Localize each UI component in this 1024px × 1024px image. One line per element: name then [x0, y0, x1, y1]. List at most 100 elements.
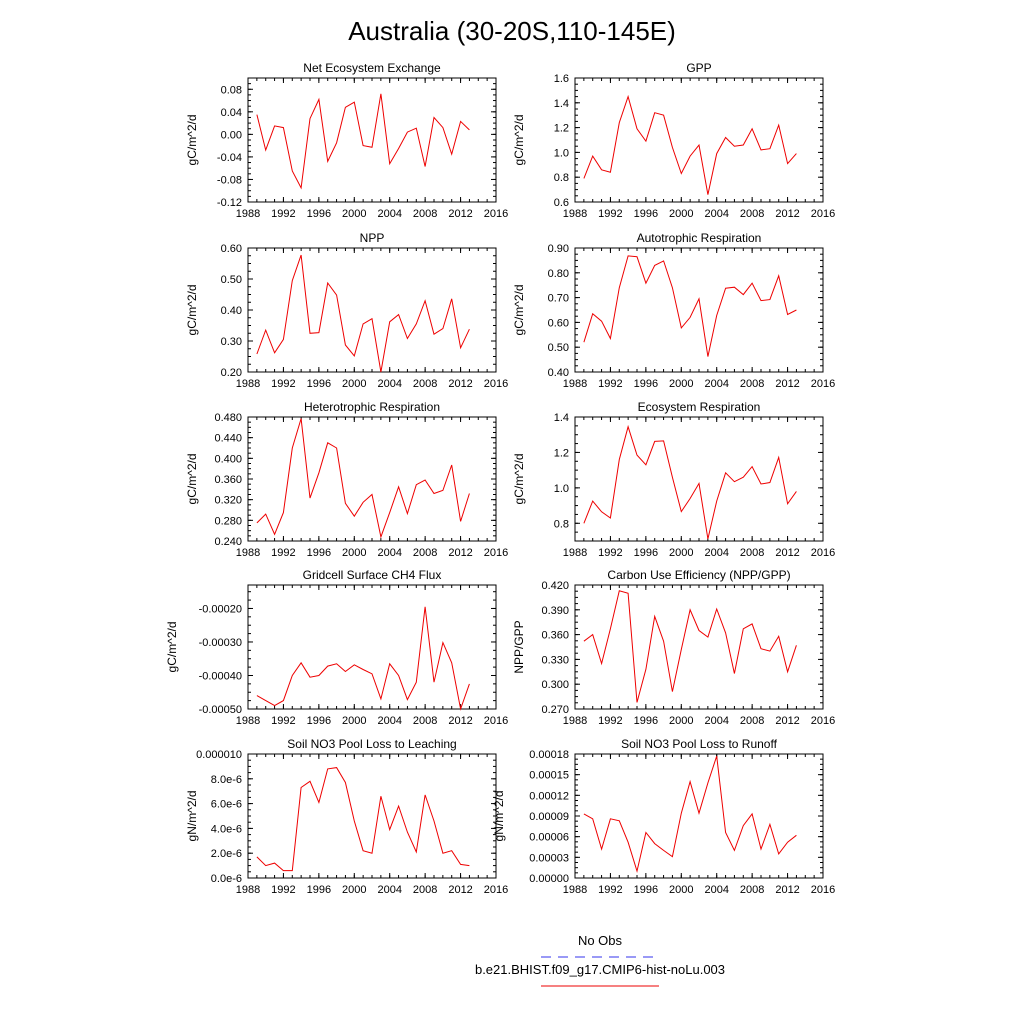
y-tick-label: 0.400	[214, 453, 242, 465]
x-tick-label: 2000	[669, 884, 693, 896]
y-axis-label: NPP/GPP	[512, 620, 526, 673]
plot-frame	[574, 77, 824, 203]
x-tick-label: 1996	[307, 547, 331, 559]
x-tick-label: 1996	[307, 884, 331, 896]
x-tick-label: 1988	[236, 884, 260, 896]
y-tick-label: -0.12	[217, 197, 242, 209]
x-tick-label: 1996	[307, 208, 331, 220]
x-tick-label: 2012	[448, 884, 472, 896]
figure-title: Australia (30-20S,110-145E)	[348, 16, 676, 46]
y-tick-label: 0.440	[214, 433, 242, 445]
panel-title: GPP	[686, 61, 711, 75]
y-tick-label: 0.320	[214, 495, 242, 507]
y-tick-label: 6.0e-6	[211, 799, 242, 811]
y-tick-label: 0.70	[548, 293, 569, 305]
x-tick-label: 2016	[811, 715, 835, 727]
x-tick-label: 2008	[413, 378, 437, 390]
y-tick-label: 1.4	[554, 412, 569, 424]
y-tick-label: 0.50	[548, 342, 569, 354]
series-line-0	[256, 254, 470, 373]
x-tick-label: 2000	[669, 378, 693, 390]
series-line-0	[256, 767, 470, 872]
y-tick-label: 0.000010	[196, 749, 242, 761]
legend: No Obs b.e21.BHIST.f09_g17.CMIP6-hist-no…	[475, 933, 725, 987]
x-tick-label: 2008	[740, 378, 764, 390]
series-line-0	[256, 418, 470, 539]
x-tick-label: 1992	[271, 547, 295, 559]
x-tick-label: 2008	[413, 208, 437, 220]
y-tick-label: 0.90	[548, 243, 569, 255]
x-tick-label: 1996	[307, 378, 331, 390]
legend-label-obs: No Obs	[578, 933, 623, 948]
x-tick-label: 2000	[342, 884, 366, 896]
x-tick-label: 2000	[669, 208, 693, 220]
x-tick-label: 2016	[484, 884, 508, 896]
series-line-0	[256, 93, 470, 190]
y-axis-label: gC/m^2/d	[512, 454, 526, 505]
y-tick-label: -0.00020	[199, 603, 242, 615]
y-tick-label: 0.330	[541, 654, 569, 666]
plot-frame	[574, 247, 824, 373]
chart-panel-8: Soil NO3 Pool Loss to Leaching 0.0e-6 2.0e…	[185, 737, 508, 896]
panel-title: Heterotrophic Respiration	[304, 400, 440, 414]
x-tick-label: 2012	[775, 884, 799, 896]
series-line-0	[583, 94, 797, 195]
legend-label-model: b.e21.BHIST.f09_g17.CMIP6-hist-noLu.003	[475, 962, 725, 977]
x-tick-label: 2016	[811, 884, 835, 896]
x-tick-label: 2008	[740, 547, 764, 559]
plot-frame	[247, 247, 497, 373]
y-axis-label: gC/m^2/d	[185, 285, 199, 336]
chart-panel-6: Gridcell Surface CH4 Flux -0.00050 -0.0004…	[165, 568, 508, 727]
y-tick-label: -0.00040	[199, 670, 242, 682]
y-axis-label: gC/m^2/d	[185, 454, 199, 505]
x-tick-label: 2012	[775, 715, 799, 727]
y-tick-label: 0.280	[214, 515, 242, 527]
x-tick-label: 1992	[598, 378, 622, 390]
x-tick-label: 2008	[413, 547, 437, 559]
x-tick-label: 1988	[563, 884, 587, 896]
x-tick-label: 2000	[342, 547, 366, 559]
y-tick-label: 0.0e-6	[211, 873, 242, 885]
x-tick-label: 2016	[484, 715, 508, 727]
x-tick-label: 1992	[598, 884, 622, 896]
x-tick-label: 1992	[271, 208, 295, 220]
y-tick-label: 0.30	[221, 336, 242, 348]
x-tick-label: 2000	[342, 378, 366, 390]
y-axis-label: gC/m^2/d	[512, 115, 526, 166]
y-tick-label: 0.50	[221, 274, 242, 286]
plot-frame	[574, 584, 824, 710]
x-tick-label: 2016	[811, 378, 835, 390]
y-tick-label: 2.0e-6	[211, 848, 242, 860]
y-axis-label: gC/m^2/d	[185, 115, 199, 166]
y-tick-label: -0.08	[217, 174, 242, 186]
y-tick-label: 0.300	[541, 679, 569, 691]
x-tick-label: 1988	[563, 208, 587, 220]
x-tick-label: 2000	[342, 208, 366, 220]
series-line-0	[583, 590, 797, 703]
y-tick-label: 0.08	[221, 84, 242, 96]
x-tick-label: 2004	[704, 208, 728, 220]
y-tick-label: 0.00000	[529, 873, 569, 885]
y-tick-label: 0.420	[541, 580, 569, 592]
x-tick-label: 1988	[563, 378, 587, 390]
chart-panel-4: Heterotrophic Respiration 0.240 0.280 0.320…	[185, 400, 508, 559]
y-tick-label: 0.00015	[529, 770, 569, 782]
y-tick-label: -0.04	[217, 152, 242, 164]
x-tick-label: 2004	[377, 715, 401, 727]
panel-grid: Net Ecosystem Exchange -0.12 -0.08 -0.04 0.0…	[165, 61, 835, 896]
y-tick-label: 8.0e-6	[211, 774, 242, 786]
chart-panel-0: Net Ecosystem Exchange -0.12 -0.08 -0.04 0.0…	[185, 61, 508, 220]
x-tick-label: 2016	[484, 547, 508, 559]
y-axis-label: gC/m^2/d	[512, 285, 526, 336]
x-tick-label: 2004	[704, 547, 728, 559]
series-line-0	[256, 606, 470, 711]
x-tick-label: 2004	[377, 378, 401, 390]
y-tick-label: 0.360	[541, 630, 569, 642]
series-line-0	[583, 755, 797, 874]
y-tick-label: -0.00030	[199, 637, 242, 649]
plot-frame	[247, 416, 497, 542]
x-tick-label: 2000	[669, 547, 693, 559]
x-tick-label: 1996	[307, 715, 331, 727]
chart-panel-1: GPP 0.6 0.8 1.0 1.2 1.4 1.6 1988 1992 1996 2000 200…	[512, 61, 835, 220]
y-tick-label: 0.390	[541, 605, 569, 617]
